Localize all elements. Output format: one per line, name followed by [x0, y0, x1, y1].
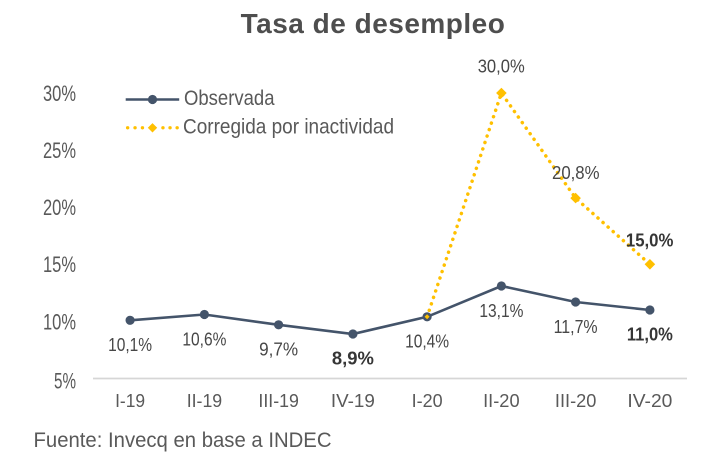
svg-text:15%: 15% — [43, 252, 76, 277]
svg-text:11,0%: 11,0% — [627, 324, 673, 344]
svg-text:III-20: III-20 — [555, 391, 597, 411]
svg-text:20,8%: 20,8% — [552, 163, 600, 183]
svg-text:IV-20: IV-20 — [627, 391, 672, 411]
svg-text:30,0%: 30,0% — [478, 56, 525, 76]
svg-text:25%: 25% — [43, 138, 76, 163]
svg-text:9,7%: 9,7% — [259, 340, 298, 360]
svg-text:15,0%: 15,0% — [626, 230, 674, 250]
svg-text:II-19: II-19 — [187, 391, 223, 411]
svg-text:5%: 5% — [54, 368, 76, 393]
svg-text:10,4%: 10,4% — [405, 332, 449, 352]
svg-text:IV-19: IV-19 — [331, 391, 375, 411]
svg-text:Fuente: Invecq en base a INDEC: Fuente: Invecq en base a INDEC — [34, 428, 332, 452]
svg-text:Tasa de desempleo: Tasa de desempleo — [241, 8, 506, 39]
svg-text:Observada: Observada — [184, 87, 275, 110]
svg-text:Corregida por inactividad: Corregida por inactividad — [183, 116, 394, 139]
svg-text:I-20: I-20 — [412, 391, 443, 411]
svg-text:8,9%: 8,9% — [332, 348, 374, 368]
svg-text:30%: 30% — [43, 81, 76, 106]
svg-text:I-19: I-19 — [115, 391, 145, 411]
svg-text:13,1%: 13,1% — [479, 301, 523, 321]
svg-text:II-20: II-20 — [483, 391, 519, 411]
svg-text:III-19: III-19 — [258, 391, 299, 411]
svg-text:10%: 10% — [43, 309, 76, 334]
svg-text:11,7%: 11,7% — [554, 317, 598, 337]
svg-text:20%: 20% — [43, 195, 76, 220]
svg-text:10,1%: 10,1% — [108, 335, 152, 355]
svg-text:10,6%: 10,6% — [182, 329, 226, 349]
